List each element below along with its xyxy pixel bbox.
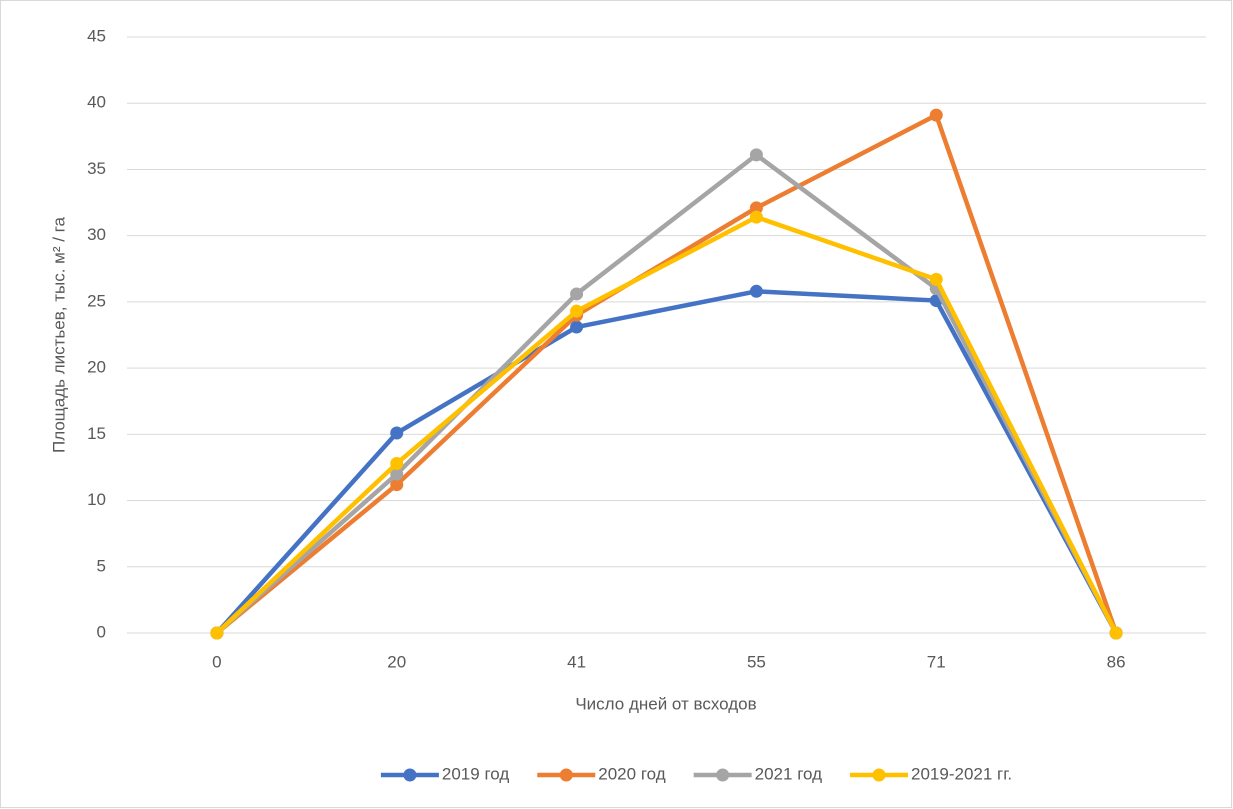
x-tick-label: 71 <box>927 652 946 671</box>
point <box>929 108 943 122</box>
y-tick-label: 15 <box>87 424 106 443</box>
x-tick-label: 41 <box>567 652 586 671</box>
y-tick-label: 25 <box>87 291 106 310</box>
point <box>390 456 404 470</box>
point <box>570 304 584 318</box>
legend-item: 2021 год <box>693 764 822 783</box>
legend-label: 2019 год <box>442 764 509 783</box>
y-tick-label: 20 <box>87 358 106 377</box>
legend-item: 2020 год <box>537 764 666 783</box>
legend-label: 2021 год <box>755 764 822 783</box>
point <box>390 467 404 481</box>
point <box>390 478 404 492</box>
x-tick-label: 55 <box>747 652 766 671</box>
point <box>749 284 763 298</box>
legend-marker <box>403 768 417 782</box>
point <box>390 426 404 440</box>
y-axis-label: Площадь листьев, тыс. м² / га <box>49 216 68 453</box>
legend-marker <box>716 768 730 782</box>
point <box>1109 626 1123 640</box>
legend-label: 2019-2021 гг. <box>911 764 1012 783</box>
legend: 2019 год 2020 год 2021 год 2019-2021 гг. <box>380 764 1012 783</box>
x-tick-label: 86 <box>1107 652 1126 671</box>
series-line <box>214 152 1119 636</box>
y-tick-label: 35 <box>87 159 106 178</box>
point <box>210 626 224 640</box>
y-tick-label: 0 <box>97 622 106 641</box>
series-line <box>214 289 1119 636</box>
point <box>749 148 763 162</box>
series-line <box>214 112 1119 636</box>
x-tick-label: 0 <box>212 652 221 671</box>
point <box>570 320 584 334</box>
y-tick-label: 40 <box>87 93 106 112</box>
series-line <box>214 214 1119 636</box>
y-tick-label: 10 <box>87 490 106 509</box>
legend-marker <box>872 768 886 782</box>
legend-label: 2020 год <box>598 764 665 783</box>
y-tick-label: 5 <box>97 556 106 575</box>
legend-marker <box>559 768 573 782</box>
point <box>749 210 763 224</box>
y-tick-label: 30 <box>87 225 106 244</box>
legend-item: 2019 год <box>380 764 509 783</box>
point <box>749 201 763 215</box>
point <box>570 287 584 301</box>
x-axis-label: Число дней от всходов <box>575 694 756 713</box>
legend-item: 2019-2021 гг. <box>850 764 1012 783</box>
point <box>929 272 943 286</box>
x-tick-label: 20 <box>387 652 406 671</box>
y-tick-label: 45 <box>87 26 106 45</box>
